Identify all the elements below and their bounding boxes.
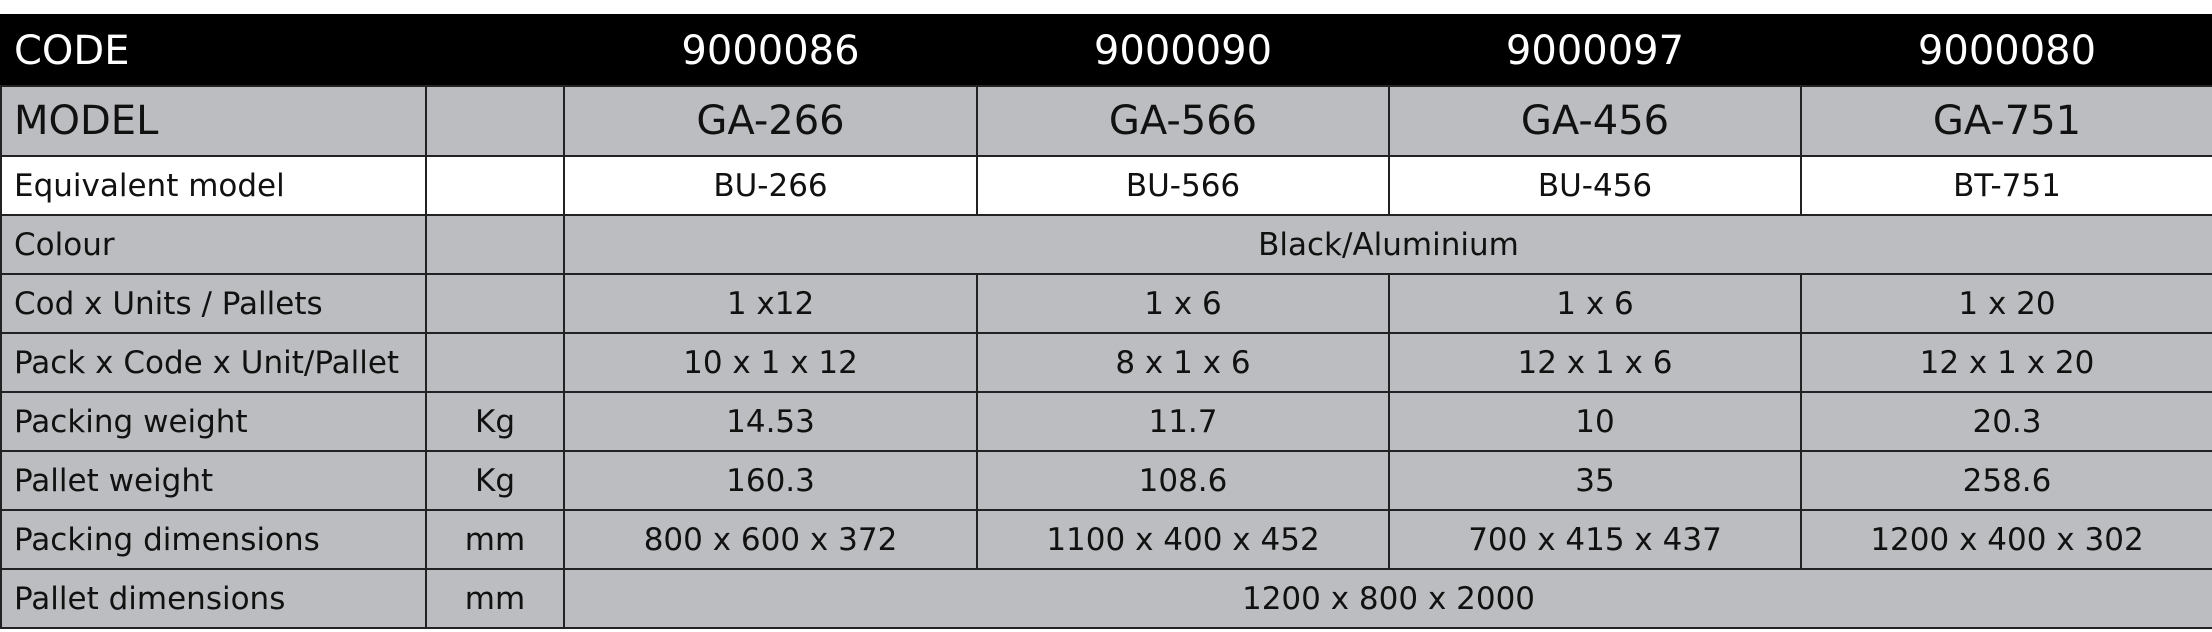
row-label: MODEL <box>0 85 427 157</box>
value-cell: 160.3 <box>563 450 978 511</box>
unit-cell <box>425 85 565 157</box>
code-cell: 9000086 <box>563 14 978 87</box>
value-cell: 258.6 <box>1800 450 2212 511</box>
model-cell: GA-456 <box>1388 85 1802 157</box>
code-cell: 9000097 <box>1388 14 1802 87</box>
value-cell: 14.53 <box>563 391 978 452</box>
code-row: CODE 9000086 9000090 9000097 9000080 <box>0 14 2212 87</box>
row-label: Pack x Code x Unit/Pallet <box>0 332 427 393</box>
unit-cell <box>425 214 565 275</box>
value-cell: 700 x 415 x 437 <box>1388 509 1802 570</box>
row-label: Colour <box>0 214 427 275</box>
row-label: Pallet dimensions <box>0 568 427 629</box>
row-label: Cod x Units / Pallets <box>0 273 427 334</box>
code-cell: 9000090 <box>976 14 1390 87</box>
unit-cell <box>425 332 565 393</box>
value-cell: 1 x 20 <box>1800 273 2212 334</box>
value-cell: 20.3 <box>1800 391 2212 452</box>
value-cell: 12 x 1 x 6 <box>1388 332 1802 393</box>
value-cell: 8 x 1 x 6 <box>976 332 1390 393</box>
spec-row: Pallet weight Kg 160.3 108.6 35 258.6 <box>0 450 2212 511</box>
unit-cell: Kg <box>425 450 565 511</box>
row-label: CODE <box>0 14 565 87</box>
value-cell: 10 <box>1388 391 1802 452</box>
row-label: Pallet weight <box>0 450 427 511</box>
unit-cell <box>425 155 565 216</box>
model-row: MODEL GA-266 GA-566 GA-456 GA-751 <box>0 85 2212 157</box>
spec-row: Pallet dimensions mm 1200 x 800 x 2000 <box>0 568 2212 629</box>
model-cell: GA-566 <box>976 85 1390 157</box>
value-cell: BU-266 <box>563 155 978 216</box>
value-cell: 10 x 1 x 12 <box>563 332 978 393</box>
spec-row: Pack x Code x Unit/Pallet 10 x 1 x 12 8 x … <box>0 332 2212 393</box>
spec-row: Colour Black/Aluminium <box>0 214 2212 275</box>
value-cell: 1200 x 400 x 302 <box>1800 509 2212 570</box>
spec-table-wrap: CODE 9000086 9000090 9000097 9000080 MODEL GA-… <box>0 14 2212 629</box>
value-cell: 12 x 1 x 20 <box>1800 332 2212 393</box>
unit-cell: Kg <box>425 391 565 452</box>
value-cell: BU-456 <box>1388 155 1802 216</box>
unit-cell: mm <box>425 568 565 629</box>
unit-cell: mm <box>425 509 565 570</box>
model-cell: GA-266 <box>563 85 978 157</box>
row-label: Packing weight <box>0 391 427 452</box>
value-cell: 35 <box>1388 450 1802 511</box>
value-cell: 1 x 6 <box>1388 273 1802 334</box>
value-cell: 1200 x 800 x 2000 <box>563 568 2212 629</box>
row-label: Equivalent model <box>0 155 427 216</box>
unit-cell <box>425 273 565 334</box>
value-cell: BU-566 <box>976 155 1390 216</box>
model-cell: GA-751 <box>1800 85 2212 157</box>
spec-row: Packing dimensions mm 800 x 600 x 372 1100 … <box>0 509 2212 570</box>
spec-row: Equivalent model BU-266 BU-566 BU-456 BT-751 <box>0 155 2212 216</box>
value-cell: 1 x12 <box>563 273 978 334</box>
value-cell: 1 x 6 <box>976 273 1390 334</box>
spec-table: CODE 9000086 9000090 9000097 9000080 MODEL GA-… <box>0 14 2212 629</box>
value-cell: 800 x 600 x 372 <box>563 509 978 570</box>
row-label: Packing dimensions <box>0 509 427 570</box>
spec-row: Packing weight Kg 14.53 11.7 10 20.3 <box>0 391 2212 452</box>
code-cell: 9000080 <box>1800 14 2212 87</box>
value-cell: Black/Aluminium <box>563 214 2212 275</box>
value-cell: 11.7 <box>976 391 1390 452</box>
value-cell: 108.6 <box>976 450 1390 511</box>
value-cell: BT-751 <box>1800 155 2212 216</box>
value-cell: 1100 x 400 x 452 <box>976 509 1390 570</box>
